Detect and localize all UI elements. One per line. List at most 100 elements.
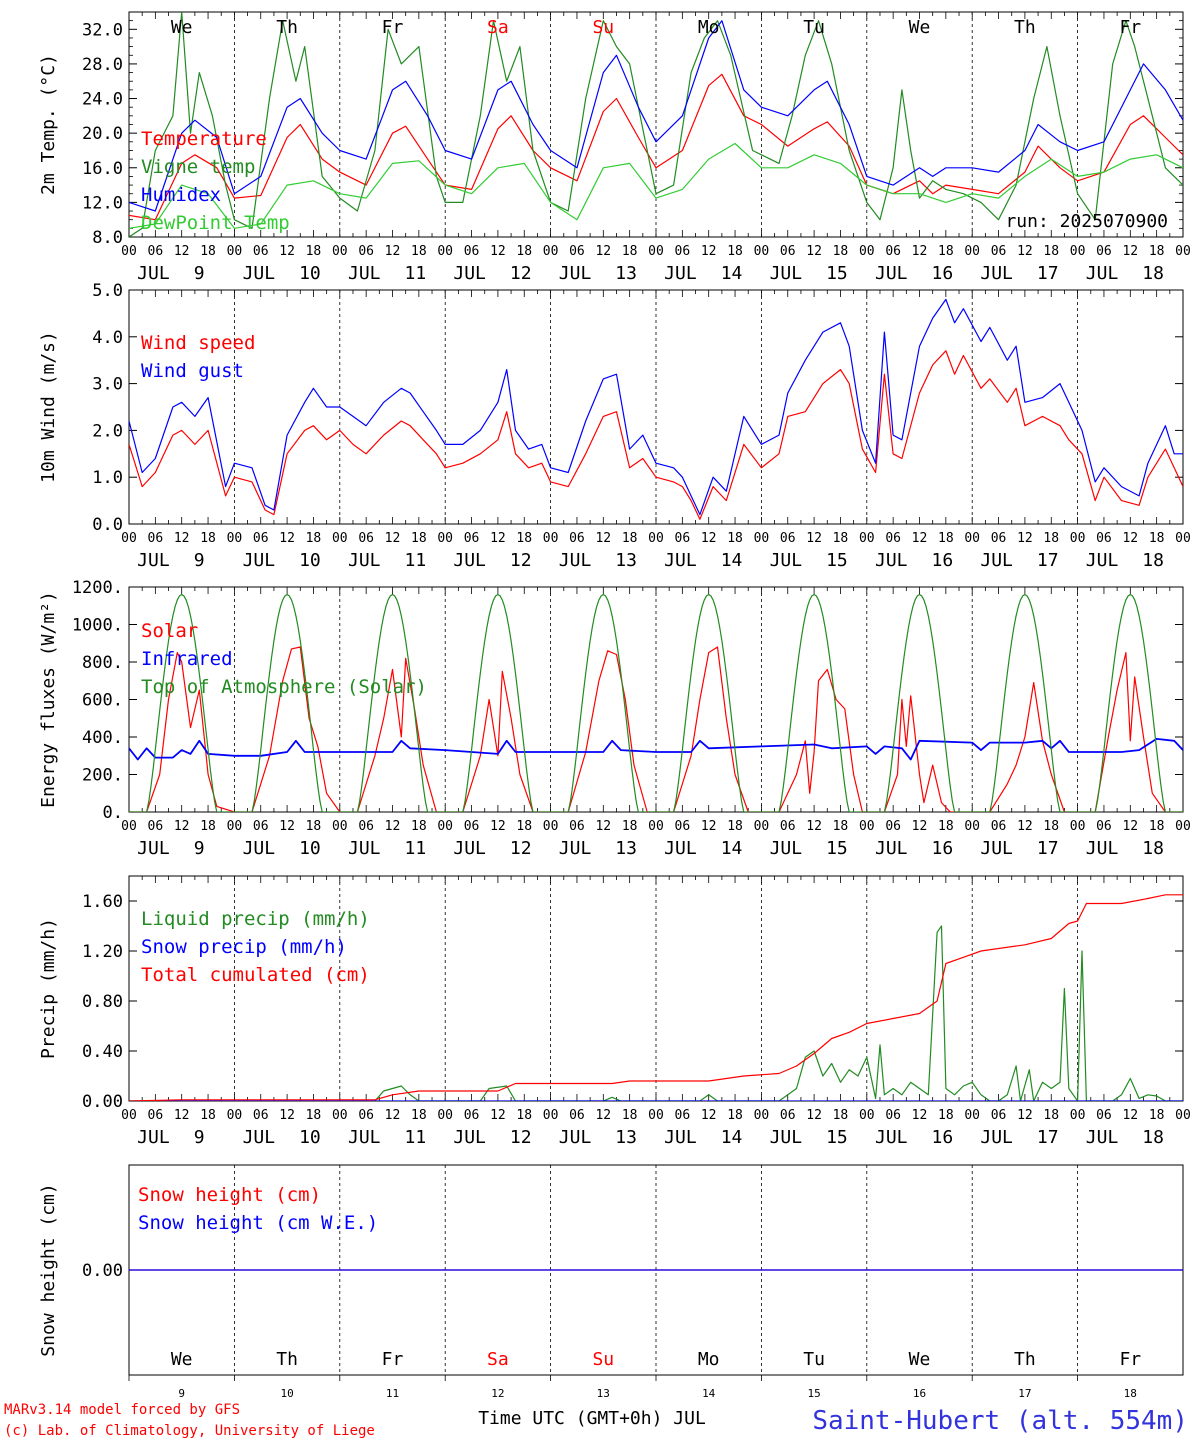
hour-tick-label: 00 <box>754 819 770 834</box>
hour-tick-label: 00 <box>648 531 664 546</box>
hour-tick-label: 06 <box>569 531 585 546</box>
legend-entry: Total cumulated (cm) <box>141 964 370 986</box>
month-label: JUL <box>980 550 1013 571</box>
month-label: JUL <box>348 263 381 284</box>
y-tick-label: 3.0 <box>92 375 123 395</box>
hour-tick-label: 12 <box>806 819 822 834</box>
weekday-label: Mo <box>698 1349 720 1370</box>
weekday-label: We <box>171 1349 193 1370</box>
hour-tick-label: 06 <box>358 531 374 546</box>
series-line <box>129 73 1183 221</box>
hour-tick-label: 12 <box>1122 1108 1138 1123</box>
date-label: 11 <box>405 838 427 859</box>
hour-tick-label: 12 <box>701 244 717 259</box>
y-tick-label: 1200. <box>72 578 123 598</box>
series-line <box>129 20 1183 212</box>
hour-tick-label: 00 <box>648 244 664 259</box>
legend-entry: Wind gust <box>141 360 244 382</box>
date-label: 15 <box>826 263 848 284</box>
hour-tick-label: 12 <box>806 244 822 259</box>
hour-tick-label: 18 <box>727 1108 743 1123</box>
date-label: 14 <box>721 1127 743 1148</box>
hour-tick-label: 12 <box>385 244 401 259</box>
month-label: JUL <box>770 263 803 284</box>
hour-tick-label: 12 <box>490 244 506 259</box>
date-label: 9 <box>178 1387 185 1400</box>
hour-tick-label: 12 <box>174 819 190 834</box>
hour-tick-label: 12 <box>595 531 611 546</box>
y-tick-label: 32.0 <box>82 20 123 40</box>
hour-tick-label: 06 <box>358 1108 374 1123</box>
y-axis-label: Energy fluxes (W/m²) <box>38 591 59 808</box>
hour-tick-label: 06 <box>253 1108 269 1123</box>
y-tick-label: 1.0 <box>92 468 123 488</box>
date-label: 16 <box>913 1387 926 1400</box>
hour-tick-label: 18 <box>727 244 743 259</box>
y-tick-label: 28.0 <box>82 55 123 75</box>
month-label: JUL <box>137 550 170 571</box>
hour-tick-label: 00 <box>1175 531 1191 546</box>
series-group <box>129 894 1183 1101</box>
month-label: JUL <box>559 263 592 284</box>
hour-tick-label: 12 <box>385 1108 401 1123</box>
hour-tick-label: 18 <box>306 531 322 546</box>
month-label: JUL <box>453 1127 486 1148</box>
month-label: JUL <box>664 263 697 284</box>
weekday-label: Fr <box>382 1349 404 1370</box>
y-tick-label: 0.0 <box>92 515 123 535</box>
hour-tick-label: 06 <box>358 244 374 259</box>
weekday-label: Tu <box>803 17 825 38</box>
hour-tick-label: 06 <box>780 1108 796 1123</box>
hour-tick-label: 06 <box>991 819 1007 834</box>
hour-tick-label: 18 <box>200 1108 216 1123</box>
month-label: JUL <box>770 550 803 571</box>
hour-tick-label: 00 <box>648 819 664 834</box>
date-label: 17 <box>1037 838 1059 859</box>
hour-tick-label: 00 <box>437 531 453 546</box>
hour-tick-label: 00 <box>543 819 559 834</box>
hour-tick-label: 00 <box>332 1108 348 1123</box>
date-label: 14 <box>721 263 743 284</box>
date-label: 10 <box>280 1387 293 1400</box>
month-label: JUL <box>875 1127 908 1148</box>
legend-entry: Wind speed <box>141 332 255 354</box>
hour-tick-label: 12 <box>912 244 928 259</box>
weekday-label: Th <box>1014 1349 1036 1370</box>
hour-tick-label: 12 <box>701 819 717 834</box>
hour-tick-label: 00 <box>543 531 559 546</box>
hour-tick-label: 12 <box>595 819 611 834</box>
y-tick-label: 600. <box>82 691 123 711</box>
y-tick-label: 8.0 <box>92 228 123 248</box>
hour-tick-label: 12 <box>385 531 401 546</box>
y-axis-label: 2m Temp. (°C) <box>38 54 59 195</box>
series-line <box>129 593 1183 812</box>
hour-tick-label: 00 <box>437 819 453 834</box>
y-tick-label: 1000. <box>72 616 123 636</box>
y-tick-label: 0. <box>103 803 123 823</box>
y-axis-label: Snow height (cm) <box>38 1183 59 1356</box>
hour-tick-label: 18 <box>1149 244 1165 259</box>
hour-tick-label: 00 <box>964 531 980 546</box>
hour-tick-label: 12 <box>174 244 190 259</box>
hour-tick-label: 18 <box>411 1108 427 1123</box>
y-tick-label: 0.00 <box>82 1261 123 1281</box>
weekday-label: Mo <box>698 17 720 38</box>
date-label: 15 <box>826 550 848 571</box>
hour-tick-label: 12 <box>912 531 928 546</box>
month-label: JUL <box>348 550 381 571</box>
legend-entry: Top of Atmosphere (Solar) <box>141 676 427 698</box>
hour-tick-label: 06 <box>1096 1108 1112 1123</box>
hour-tick-label: 06 <box>885 1108 901 1123</box>
hour-tick-label: 12 <box>1122 244 1138 259</box>
month-label: JUL <box>559 838 592 859</box>
hour-tick-label: 06 <box>991 531 1007 546</box>
hour-tick-label: 00 <box>332 819 348 834</box>
month-label: JUL <box>243 263 276 284</box>
hour-tick-label: 12 <box>1017 1108 1033 1123</box>
hour-tick-label: 00 <box>859 244 875 259</box>
hour-tick-label: 12 <box>279 244 295 259</box>
hour-tick-label: 12 <box>595 1108 611 1123</box>
date-label: 9 <box>194 550 205 571</box>
date-label: 18 <box>1142 838 1164 859</box>
